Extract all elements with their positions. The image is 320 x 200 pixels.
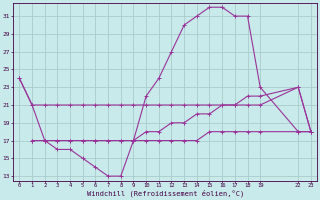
X-axis label: Windchill (Refroidissement éolien,°C): Windchill (Refroidissement éolien,°C): [86, 190, 244, 197]
